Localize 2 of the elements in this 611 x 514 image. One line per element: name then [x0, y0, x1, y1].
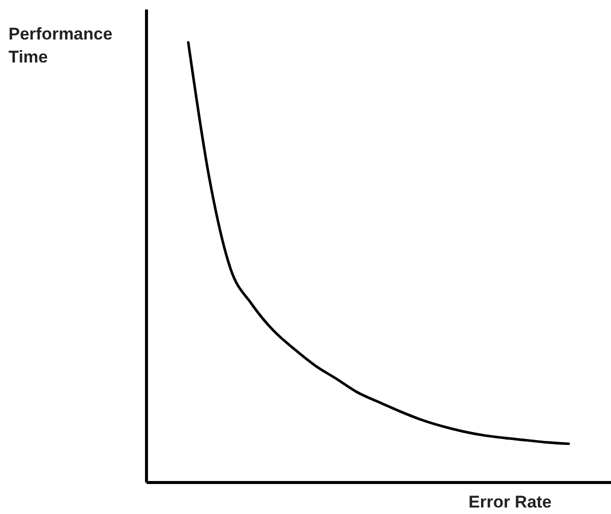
y-axis-title: Performance Time [8, 24, 112, 66]
x-axis-title: Error Rate [468, 492, 552, 512]
